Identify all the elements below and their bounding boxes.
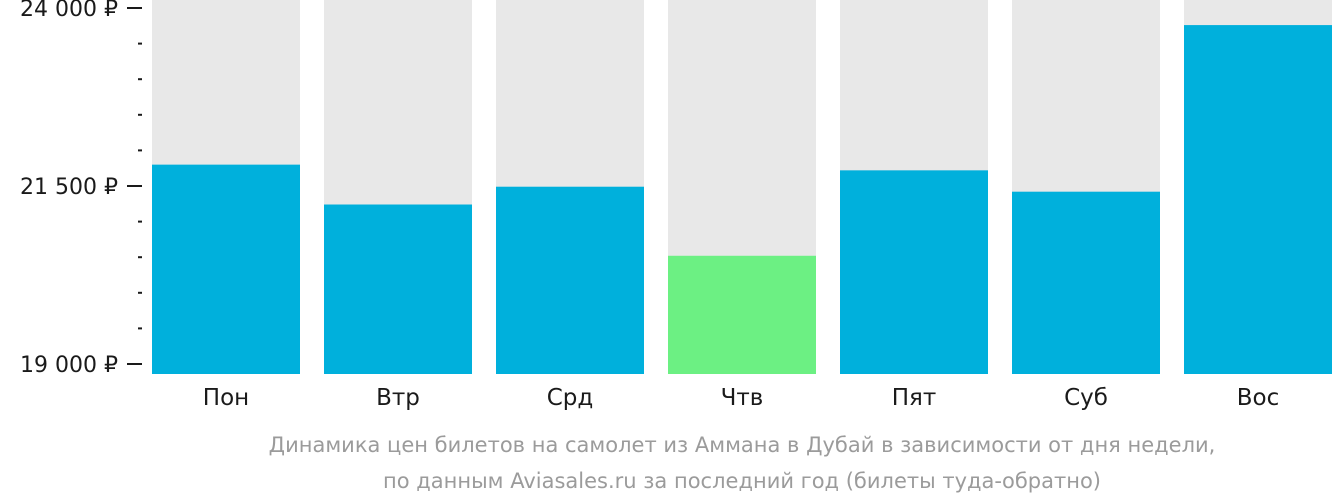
bar-4[interactable] xyxy=(668,255,816,374)
bar-2[interactable] xyxy=(324,204,472,374)
bar-3[interactable] xyxy=(496,186,644,374)
chart-caption-line-1: Динамика цен билетов на самолет из Амман… xyxy=(269,433,1216,457)
bar-1[interactable] xyxy=(152,164,300,374)
chart-caption-line-2: по данным Aviasales.ru за последний год … xyxy=(383,469,1101,493)
x-tick-label-1: Пон xyxy=(203,385,249,411)
bars xyxy=(152,25,1332,374)
x-tick-label-4: Чтв xyxy=(721,385,764,411)
x-axis-labels: Пон Втр Срд Чтв Пят Суб Вос xyxy=(203,385,1279,411)
x-tick-label-3: Срд xyxy=(547,385,594,411)
x-tick-label-5: Пят xyxy=(892,385,937,411)
y-axis: 24 000 ₽ 21 500 ₽ 19 000 ₽ xyxy=(20,0,142,378)
bar-5[interactable] xyxy=(840,170,988,374)
y-tick-label-2: 21 500 ₽ xyxy=(20,175,118,200)
y-tick-label-3: 19 000 ₽ xyxy=(20,353,118,378)
x-tick-label-6: Суб xyxy=(1064,385,1108,411)
x-tick-label-2: Втр xyxy=(376,385,420,411)
x-tick-label-7: Вос xyxy=(1237,385,1280,411)
y-tick-label-1: 24 000 ₽ xyxy=(20,0,118,22)
bar-6[interactable] xyxy=(1012,191,1160,374)
bar-7[interactable] xyxy=(1184,25,1332,374)
